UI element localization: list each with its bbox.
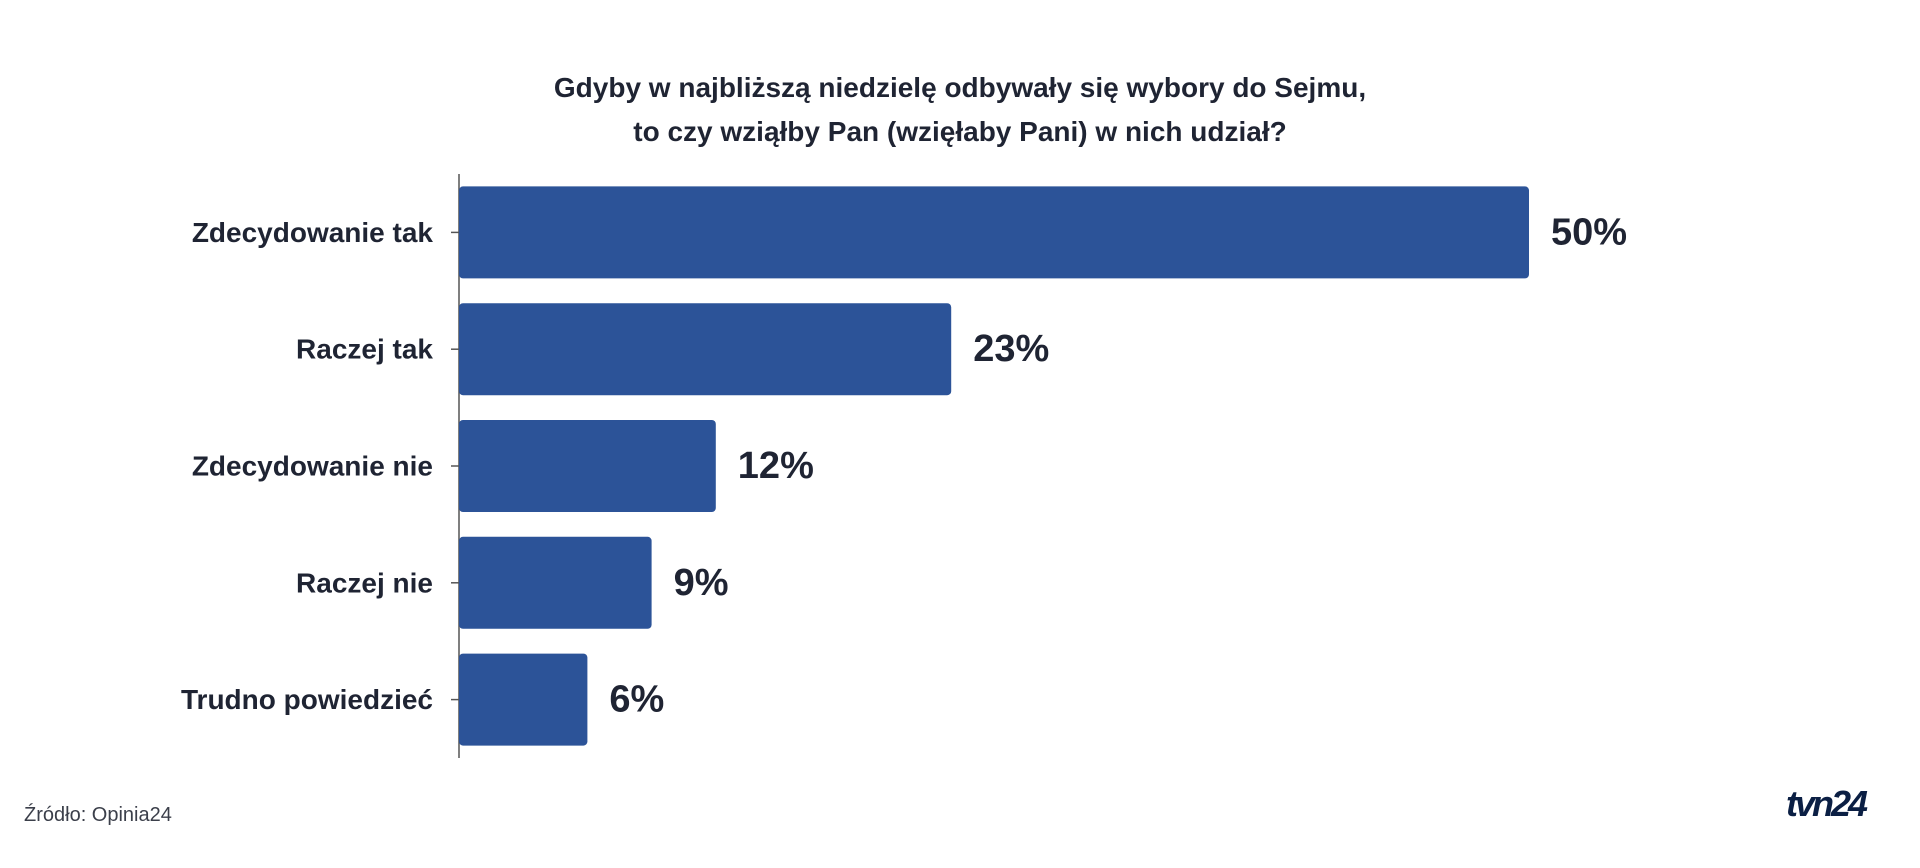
value-label: 12% — [738, 445, 814, 487]
category-label: Trudno powiedzieć — [181, 684, 433, 715]
svg-text:tvn24: tvn24 — [1786, 784, 1868, 824]
bar — [459, 653, 588, 746]
category-label: Zdecydowanie tak — [192, 217, 434, 248]
value-label: 23% — [973, 328, 1049, 370]
value-label: 50% — [1551, 211, 1627, 253]
bar — [459, 536, 652, 629]
bar — [459, 420, 716, 512]
chart-title: Gdyby w najbliższą niedzielę odbywały si… — [0, 66, 1920, 154]
category-label: Zdecydowanie nie — [192, 451, 433, 482]
bar — [459, 186, 1529, 279]
value-label: 6% — [609, 679, 664, 721]
bar — [459, 303, 952, 396]
tvn24-logo: tvn24 — [1786, 784, 1871, 824]
category-label: Raczej nie — [296, 567, 433, 598]
value-label: 9% — [674, 562, 729, 604]
source-note: Źródło: Opinia24 — [24, 804, 172, 826]
chart-title-line-2: to czy wziąłby Pan (wzięłaby Pani) w nic… — [633, 116, 1287, 147]
category-label: Raczej tak — [296, 334, 433, 365]
chart-title-line-1: Gdyby w najbliższą niedzielę odbywały si… — [553, 72, 1367, 103]
